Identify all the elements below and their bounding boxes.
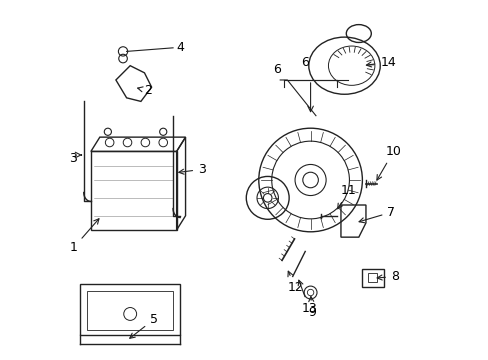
Text: 8: 8 xyxy=(376,270,398,283)
Text: 6: 6 xyxy=(272,63,281,76)
Bar xyxy=(367,273,376,282)
Text: 10: 10 xyxy=(376,145,401,180)
Text: 13: 13 xyxy=(298,280,317,315)
Text: 2: 2 xyxy=(138,84,152,97)
Text: 6: 6 xyxy=(301,56,308,69)
Text: 3: 3 xyxy=(179,163,205,176)
Text: 11: 11 xyxy=(337,184,356,209)
Bar xyxy=(362,269,383,287)
Text: 14: 14 xyxy=(366,56,395,69)
Text: 4: 4 xyxy=(176,41,184,54)
Text: 7: 7 xyxy=(358,206,395,223)
Text: 12: 12 xyxy=(287,271,303,294)
Text: 1: 1 xyxy=(69,219,99,255)
Text: 3: 3 xyxy=(69,152,77,165)
Text: 9: 9 xyxy=(307,297,315,319)
Text: 5: 5 xyxy=(129,313,158,338)
